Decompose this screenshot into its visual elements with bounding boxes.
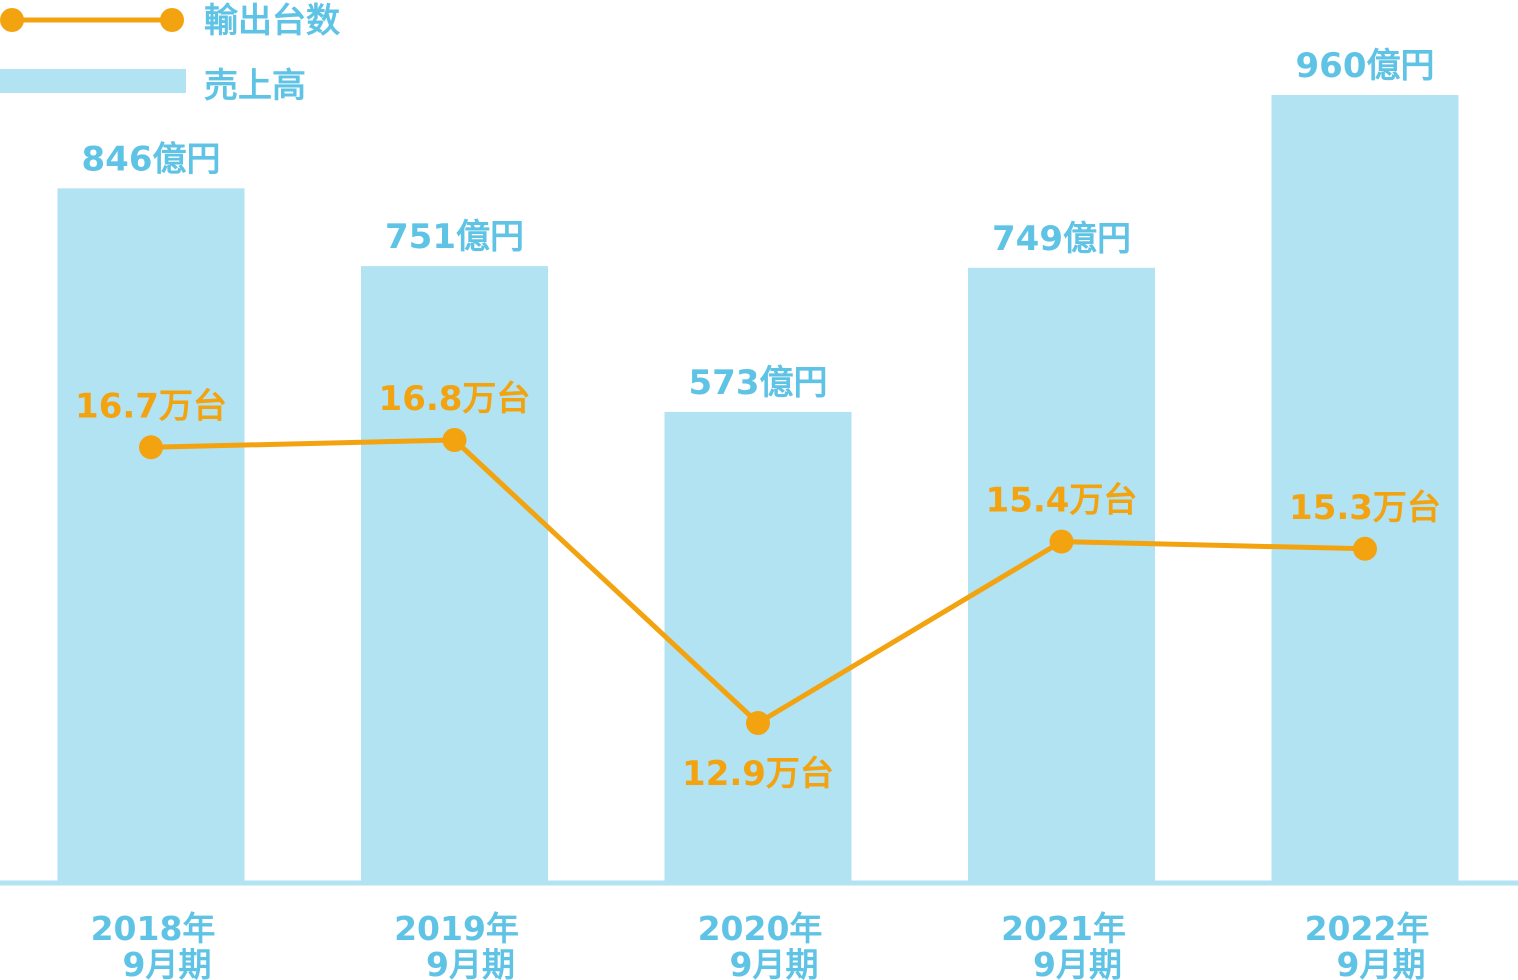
bar — [57, 188, 245, 882]
bar-value-label: 751億円 — [385, 217, 524, 257]
line-series — [139, 428, 1377, 735]
bar — [361, 266, 548, 882]
bar-value-label: 960億円 — [1296, 46, 1435, 86]
line-value-label: 12.9万台 — [682, 754, 834, 794]
bar — [1271, 95, 1459, 881]
line-point — [1049, 529, 1074, 554]
category-label-period: 9月期 — [730, 945, 819, 980]
legend-label-line: 輸出台数 — [204, 1, 340, 41]
legend-line-marker-left — [0, 8, 24, 32]
line-point — [442, 428, 467, 452]
category-label-year: 2020年 — [698, 909, 823, 948]
category-label-period: 9月期 — [426, 945, 515, 980]
line-value-label: 16.7万台 — [75, 386, 227, 426]
legend: 輸出台数 売上高 — [0, 1, 340, 106]
legend-bar-swatch — [0, 69, 186, 93]
line-point — [1353, 536, 1377, 561]
line-value-label: 15.4万台 — [986, 481, 1138, 521]
category-label-year: 2021年 — [1001, 909, 1126, 948]
category-label-period: 9月期 — [1337, 945, 1426, 980]
category-label-period: 9月期 — [1033, 945, 1122, 980]
bar-value-labels: 846億円 751億円 573億円 749億円 960億円 — [82, 46, 1435, 403]
legend-label-bar: 売上高 — [204, 66, 306, 106]
category-label-year: 2019年 — [394, 909, 519, 948]
bar-series — [57, 95, 1459, 882]
line-point — [746, 711, 770, 735]
bar-value-label: 573億円 — [689, 363, 828, 403]
legend-entry-bar: 売上高 — [0, 66, 306, 106]
legend-entry-line: 輸出台数 — [0, 1, 340, 41]
legend-line-marker-right — [160, 8, 184, 32]
line-value-label: 16.8万台 — [379, 379, 531, 419]
category-label-year: 2018年 — [91, 909, 216, 948]
bar-value-label: 749億円 — [992, 219, 1131, 259]
bar — [664, 411, 852, 881]
bar — [968, 267, 1155, 881]
category-label-period: 9月期 — [123, 945, 212, 980]
line-value-labels: 16.7万台 16.8万台 12.9万台 15.4万台 15.3万台 — [75, 379, 1441, 794]
bar-value-label: 846億円 — [82, 139, 221, 179]
category-label-year: 2022年 — [1305, 909, 1430, 948]
line-value-label: 15.3万台 — [1289, 488, 1441, 528]
line-point — [139, 435, 163, 460]
